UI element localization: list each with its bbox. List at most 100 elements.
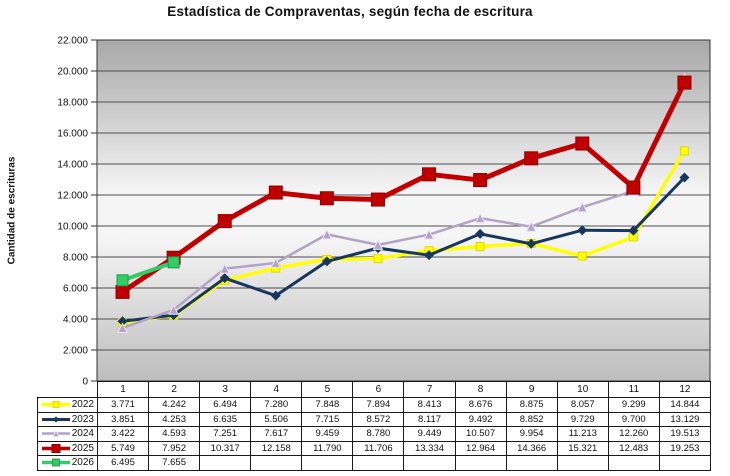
value-cell: 4.242 [148, 397, 201, 413]
data-point-marker [270, 290, 281, 301]
y-tick-label: 6.000 [63, 284, 88, 295]
y-tick-label: 12.000 [57, 191, 88, 202]
data-point-marker [473, 173, 488, 188]
table-row: 2022 3.771 4.242 6.494 7.280 7.848 7.894 8.413 8… [37, 397, 711, 413]
data-point-marker [677, 75, 692, 90]
data-point-marker [626, 180, 641, 195]
data-point-marker [52, 458, 60, 467]
value-cell: 9.954 [505, 426, 558, 442]
value-cell [199, 455, 252, 471]
legend-icon-2022 [42, 401, 70, 409]
month-header: 4 [250, 381, 303, 398]
data-point-marker [52, 401, 60, 409]
legend-year-label: 2022 [71, 399, 94, 410]
value-cell: 8.676 [454, 397, 507, 413]
value-cell: 10.317 [199, 440, 252, 456]
value-cell: 19.513 [658, 426, 711, 442]
value-cell: 13.129 [658, 411, 711, 427]
plot-area [96, 39, 711, 382]
data-point-marker [51, 443, 61, 453]
value-cell: 8.413 [403, 397, 456, 413]
data-point-marker [526, 238, 537, 249]
value-cell: 7.280 [250, 397, 303, 413]
series-line-2023 [121, 176, 686, 323]
data-point-marker [372, 239, 384, 250]
chart-title: Estadística de Compraventas, según fecha… [167, 4, 533, 19]
month-header: 6 [352, 381, 405, 398]
value-cell: 11.790 [301, 440, 354, 456]
data-point-marker [525, 221, 537, 232]
legend-icon-2025 [42, 443, 70, 453]
value-cell: 8.117 [403, 411, 456, 427]
value-cell: 9.729 [556, 411, 609, 427]
value-cell: 13.334 [403, 440, 456, 456]
value-cell: 11.213 [556, 426, 609, 442]
value-cell: 8.780 [352, 426, 405, 442]
value-cell: 9.492 [454, 411, 507, 427]
value-cell [403, 455, 456, 471]
value-cell [301, 455, 354, 471]
value-cell: 5.506 [250, 411, 303, 427]
y-tick-label: 10.000 [57, 222, 88, 233]
legend-icon-2026 [42, 458, 70, 467]
month-header: 7 [403, 381, 456, 398]
data-point-marker [168, 304, 179, 315]
legend-year-label: 2025 [71, 442, 94, 454]
value-cell: 7.848 [301, 397, 354, 413]
table-corner-blank [38, 382, 98, 398]
value-cell [250, 455, 303, 471]
data-point-marker [475, 242, 485, 252]
value-cell: 7.715 [301, 411, 354, 427]
table-row: 2023 3.851 4.253 6.635 5.506 7.715 8.572 8.117 9… [37, 411, 711, 427]
y-tick-label: 20.000 [57, 67, 88, 78]
data-point-marker [424, 250, 435, 261]
series-line-2025 [120, 80, 687, 295]
value-cell [607, 455, 660, 471]
data-point-marker [268, 185, 283, 200]
value-cell: 3.771 [96, 397, 150, 413]
legend-icon-2023 [42, 416, 70, 423]
month-header: 10 [556, 381, 609, 398]
data-point-marker [52, 429, 60, 438]
month-header: 1 [96, 381, 150, 398]
value-cell: 7.617 [250, 426, 303, 442]
data-point-marker [219, 262, 231, 274]
value-cell: 19.253 [658, 440, 711, 456]
value-cell: 8.852 [505, 411, 558, 427]
table-header-row: 1 2 3 4 5 6 7 8 9 10 11 12 [38, 381, 711, 398]
y-tick-label: 22.000 [57, 36, 88, 47]
value-cell: 4.593 [148, 426, 201, 442]
month-header: 9 [505, 381, 558, 398]
legend-cell-2024: 2024 [37, 426, 98, 442]
data-point-marker [217, 214, 232, 229]
legend-year-label: 2024 [71, 428, 94, 439]
data-point-marker [115, 284, 130, 299]
value-cell: 7.655 [148, 455, 201, 471]
data-point-marker [117, 316, 128, 327]
data-point-marker [52, 416, 60, 423]
value-cell: 9.700 [607, 411, 660, 427]
value-cell: 5.749 [96, 440, 150, 456]
data-point-marker [319, 191, 334, 206]
value-cell: 4.253 [148, 411, 201, 427]
value-cell: 15.321 [556, 440, 609, 456]
y-tick-label: 0 [82, 377, 88, 388]
series-line-2024 [121, 77, 686, 330]
value-cell: 14.366 [505, 440, 558, 456]
y-tick-label: 14.000 [57, 160, 88, 171]
y-tick-label: 4.000 [63, 315, 88, 326]
data-point-marker [321, 256, 332, 267]
value-cell: 6.635 [199, 411, 252, 427]
data-point-marker [321, 228, 333, 240]
value-cell: 9.459 [301, 426, 354, 442]
series-2024 [117, 72, 690, 333]
value-cell: 8.057 [556, 397, 609, 413]
data-table: 1 2 3 4 5 6 7 8 9 10 11 12 2022 3.771 4.242 6.494 7.280 7… [37, 381, 711, 471]
month-header: 8 [454, 381, 507, 398]
y-tick-label: 2.000 [63, 346, 88, 357]
month-header: 3 [199, 381, 252, 398]
data-point-marker [628, 225, 639, 236]
data-point-marker [475, 228, 486, 239]
value-cell: 12.483 [607, 440, 660, 456]
